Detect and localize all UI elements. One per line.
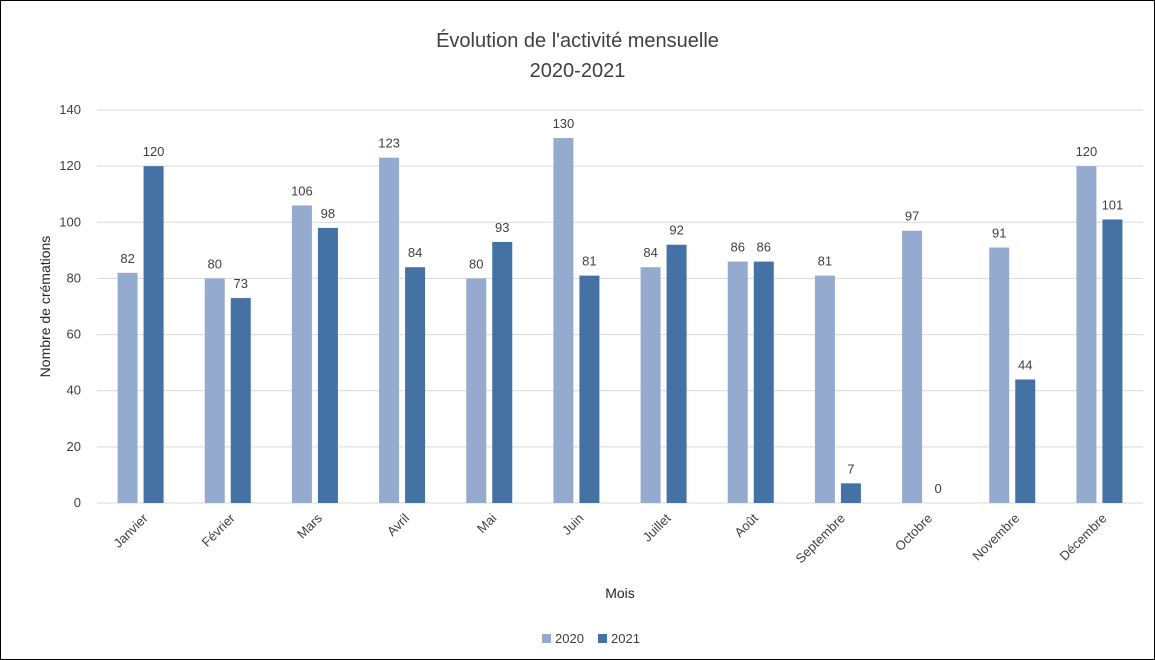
y-tick-label: 40 bbox=[67, 383, 81, 398]
data-label: 80 bbox=[208, 256, 222, 271]
bar-2021 bbox=[492, 241, 513, 503]
bar-2021 bbox=[405, 267, 426, 503]
bar-2020 bbox=[466, 278, 487, 503]
bar-2020 bbox=[640, 267, 661, 503]
legend-label: 2020 bbox=[555, 631, 584, 646]
legend-swatch bbox=[598, 634, 607, 643]
data-label: 73 bbox=[234, 276, 248, 291]
x-tick-label: Mars bbox=[294, 510, 325, 541]
data-label: 91 bbox=[992, 226, 1006, 241]
bar-2020 bbox=[379, 157, 400, 503]
x-tick-label: Février bbox=[199, 510, 239, 550]
y-axis-title: Nombre de crémations bbox=[37, 236, 53, 378]
data-label: 123 bbox=[378, 136, 400, 151]
legend: 2020 2021 bbox=[542, 631, 640, 646]
data-label: 84 bbox=[408, 245, 422, 260]
bar-2021 bbox=[840, 483, 861, 503]
bar-2021 bbox=[230, 298, 251, 503]
data-label: 81 bbox=[818, 254, 832, 269]
bar-2020 bbox=[1076, 166, 1097, 503]
x-tick-label: Juin bbox=[559, 511, 586, 538]
x-tick-label: Janvier bbox=[110, 510, 151, 551]
data-label: 101 bbox=[1102, 197, 1124, 212]
bar-2021 bbox=[1102, 219, 1123, 503]
bar-2021 bbox=[753, 261, 774, 503]
bar-2020 bbox=[989, 247, 1010, 503]
x-tick-label: Juillet bbox=[640, 510, 674, 544]
x-tick-label: Avril bbox=[384, 510, 412, 538]
data-label: 86 bbox=[731, 240, 745, 255]
data-label: 130 bbox=[553, 116, 575, 131]
bar-2021 bbox=[1015, 379, 1036, 503]
y-tick-label: 20 bbox=[67, 439, 81, 454]
data-label: 120 bbox=[1076, 144, 1098, 159]
data-label: 0 bbox=[934, 481, 941, 496]
bar-2020 bbox=[117, 272, 138, 503]
x-tick-label: Novembre bbox=[969, 511, 1022, 564]
x-tick-label: Août bbox=[731, 510, 761, 540]
bar-2021 bbox=[317, 227, 338, 503]
y-tick-label: 140 bbox=[59, 102, 81, 117]
data-label: 93 bbox=[495, 220, 509, 235]
data-label: 80 bbox=[469, 256, 483, 271]
bar-2020 bbox=[902, 230, 923, 503]
legend-swatch bbox=[542, 634, 551, 643]
bar-2021 bbox=[143, 166, 164, 503]
bar-2020 bbox=[204, 278, 225, 503]
x-tick-label: Septembre bbox=[792, 511, 848, 567]
x-tick-label: Décembre bbox=[1057, 511, 1110, 564]
y-tick-label: 120 bbox=[59, 158, 81, 173]
bar-2020 bbox=[553, 138, 574, 504]
data-label: 44 bbox=[1018, 357, 1032, 372]
data-label: 7 bbox=[847, 461, 854, 476]
x-tick-label: Octobre bbox=[892, 511, 935, 554]
y-tick-label: 100 bbox=[59, 214, 81, 229]
data-label: 81 bbox=[582, 254, 596, 269]
data-label: 106 bbox=[291, 183, 313, 198]
bar-2021 bbox=[579, 275, 600, 503]
data-label: 120 bbox=[143, 144, 165, 159]
bar-2020 bbox=[727, 261, 748, 503]
data-label: 86 bbox=[757, 240, 771, 255]
data-label: 97 bbox=[905, 209, 919, 224]
chart-subtitle: 2020-2021 bbox=[529, 60, 626, 82]
data-label: 98 bbox=[321, 206, 335, 221]
data-label: 84 bbox=[643, 245, 657, 260]
bar-2020 bbox=[814, 275, 835, 503]
x-axis-title: Mois bbox=[605, 585, 635, 601]
legend-label: 2021 bbox=[611, 631, 640, 646]
bar-2020 bbox=[291, 205, 312, 503]
data-label: 82 bbox=[120, 251, 134, 266]
y-tick-label: 60 bbox=[67, 327, 81, 342]
chart-title: Évolution de l'activité mensuelle bbox=[436, 30, 719, 52]
data-label: 92 bbox=[669, 223, 683, 238]
y-tick-label: 80 bbox=[67, 270, 81, 285]
bar-2021 bbox=[666, 244, 687, 503]
y-tick-label: 0 bbox=[74, 495, 81, 510]
x-tick-label: Mai bbox=[474, 510, 499, 535]
